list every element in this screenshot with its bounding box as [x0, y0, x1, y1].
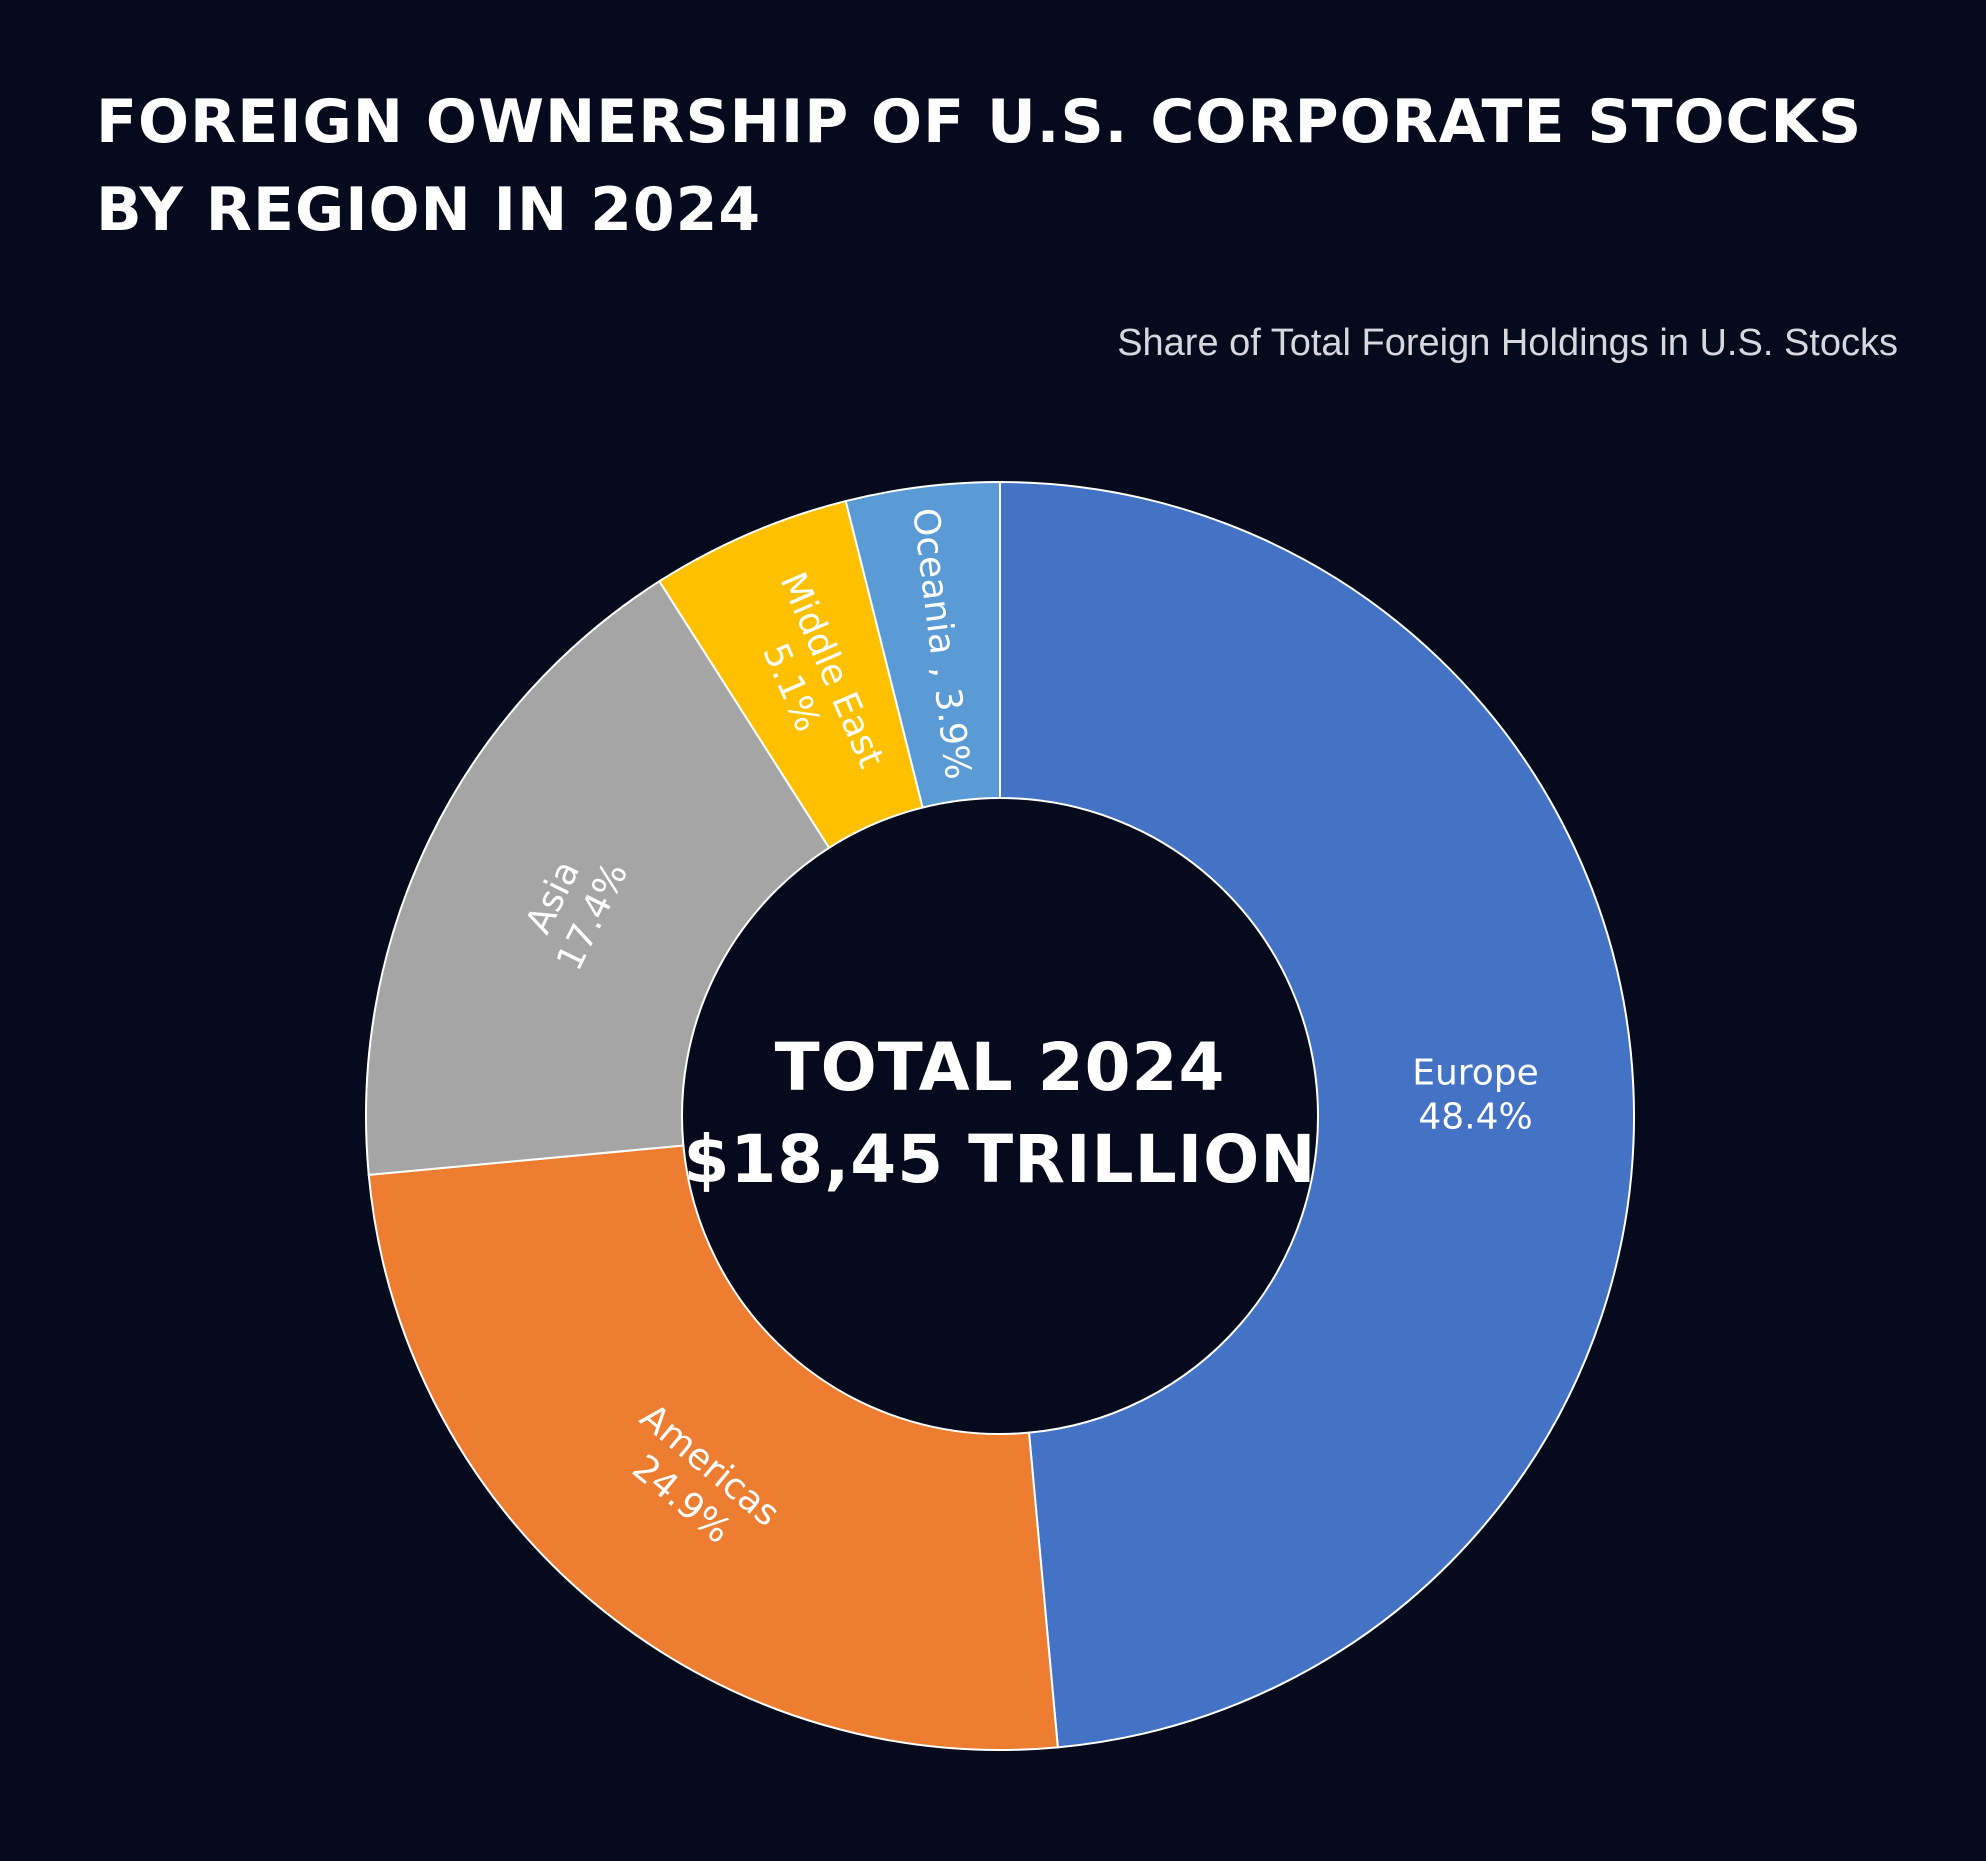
slice-americas: [367, 1144, 1059, 1751]
center-total-line-2: $18,45 TRILLION: [683, 1121, 1316, 1198]
chart-subtitle: Share of Total Foreign Holdings in U.S. …: [1117, 322, 1898, 364]
center-total-line-1: TOTAL 2024: [775, 1029, 1226, 1106]
slice-oceania: [844, 480, 1001, 809]
center-total: TOTAL 2024 $18,45 TRILLION: [683, 1029, 1316, 1198]
donut-slices: [365, 480, 1635, 1751]
slice-label-value: 48.4%: [1418, 1096, 1532, 1137]
chart-title-line-2: BY REGION IN 2024: [96, 175, 762, 245]
chart-title-line-1: FOREIGN OWNERSHIP OF U.S. CORPORATE STOC…: [96, 87, 1863, 157]
slice-label-name: Europe: [1412, 1052, 1539, 1093]
slice-asia: [365, 579, 831, 1176]
slice-europe: [999, 480, 1635, 1749]
chart-title: FOREIGN OWNERSHIP OF U.S. CORPORATE STOC…: [96, 78, 1896, 254]
